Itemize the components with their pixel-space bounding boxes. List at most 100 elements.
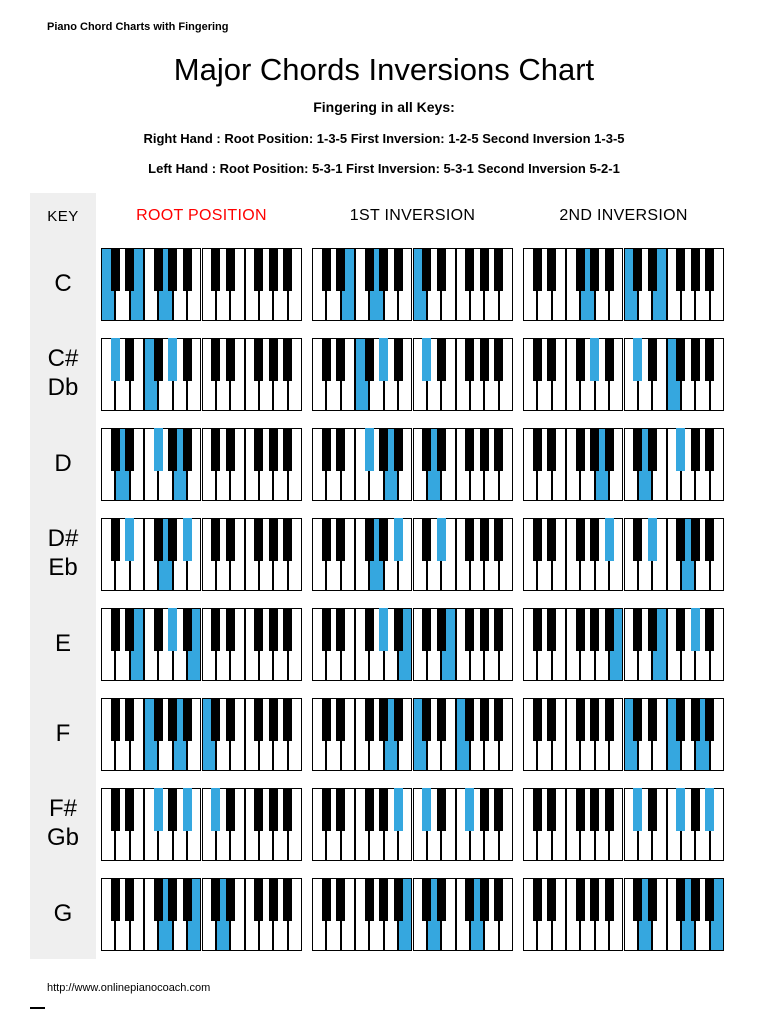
- black-key-ds4: [547, 877, 557, 922]
- black-key-ds5: [647, 607, 657, 652]
- black-key-cs5: [633, 877, 643, 922]
- keyboard-diagram: [101, 517, 302, 591]
- keyboard-diagram: [312, 787, 513, 861]
- key-label: C# Db: [47, 345, 79, 401]
- black-key-as4: [182, 247, 192, 292]
- key-label: F: [55, 719, 71, 747]
- black-key-cs4: [532, 427, 542, 472]
- black-key-cs4: [321, 247, 331, 292]
- keyboard-diagram: [523, 517, 724, 591]
- chord-cell-1st-inversion: [307, 607, 518, 681]
- black-key-cs5: [211, 427, 221, 472]
- black-key-as4: [393, 517, 403, 562]
- black-key-fs5: [676, 337, 686, 382]
- black-key-gs4: [590, 787, 600, 832]
- black-key-fs4: [153, 877, 163, 922]
- chart-row-ds-eb: D# Eb: [30, 509, 730, 599]
- black-key-as4: [182, 877, 192, 922]
- black-key-as5: [705, 607, 715, 652]
- chart-rows: C C# Db D D# Eb E F F# Gb G: [30, 239, 730, 959]
- keyboard-diagram: [523, 607, 724, 681]
- black-key-gs4: [590, 337, 600, 382]
- black-key-cs4: [321, 607, 331, 652]
- black-key-ds5: [647, 337, 657, 382]
- black-key-fs4: [153, 247, 163, 292]
- black-key-ds4: [336, 787, 346, 832]
- black-key-as5: [705, 517, 715, 562]
- chart-row-d: D: [30, 419, 730, 509]
- chord-cell-2nd-inversion: [518, 697, 729, 771]
- chart-row-g: G: [30, 869, 730, 959]
- key-label: D# Eb: [47, 525, 79, 581]
- black-key-cs4: [110, 697, 120, 742]
- black-key-ds5: [436, 337, 446, 382]
- chord-cell-1st-inversion: [307, 787, 518, 861]
- black-key-ds4: [125, 787, 135, 832]
- key-column-background-band: [30, 193, 96, 959]
- black-key-gs5: [479, 517, 489, 562]
- black-key-cs4: [321, 787, 331, 832]
- black-key-cs5: [211, 247, 221, 292]
- right-hand-fingering-line: Right Hand : Root Position: 1-3-5 First …: [143, 131, 625, 146]
- black-key-fs5: [465, 787, 475, 832]
- keyboard-diagram: [523, 877, 724, 951]
- black-key-cs4: [321, 697, 331, 742]
- black-key-fs4: [575, 247, 585, 292]
- black-key-gs4: [379, 697, 389, 742]
- chord-chart: KEY ROOT POSITION 1ST INVERSION 2ND INVE…: [30, 193, 730, 959]
- black-key-gs4: [168, 787, 178, 832]
- black-key-as4: [182, 337, 192, 382]
- black-key-fs4: [364, 517, 374, 562]
- black-key-cs5: [633, 247, 643, 292]
- black-key-ds4: [547, 787, 557, 832]
- black-key-cs4: [532, 877, 542, 922]
- black-key-fs5: [676, 607, 686, 652]
- black-key-cs5: [211, 337, 221, 382]
- black-key-gs5: [268, 247, 278, 292]
- key-label: G: [53, 899, 73, 927]
- black-key-ds5: [225, 337, 235, 382]
- black-key-as4: [393, 337, 403, 382]
- black-key-ds4: [547, 517, 557, 562]
- black-key-fs4: [153, 337, 163, 382]
- black-key-gs5: [479, 337, 489, 382]
- black-key-fs4: [364, 877, 374, 922]
- chart-row-c: C: [30, 239, 730, 329]
- keyboard-diagram: [523, 337, 724, 411]
- black-key-as5: [705, 697, 715, 742]
- black-key-as4: [182, 787, 192, 832]
- black-key-fs4: [364, 247, 374, 292]
- black-key-cs5: [211, 697, 221, 742]
- black-key-fs5: [465, 877, 475, 922]
- black-key-gs5: [268, 697, 278, 742]
- black-key-cs4: [110, 607, 120, 652]
- black-key-as5: [283, 607, 293, 652]
- black-key-gs5: [690, 337, 700, 382]
- black-key-as5: [494, 517, 504, 562]
- black-key-gs5: [479, 247, 489, 292]
- footer-website-link[interactable]: http://www.onlinepianocoach.com: [47, 982, 211, 994]
- black-key-fs5: [254, 517, 264, 562]
- black-key-ds5: [225, 247, 235, 292]
- key-label: E: [54, 629, 71, 657]
- black-key-cs5: [422, 787, 432, 832]
- black-key-ds5: [436, 607, 446, 652]
- key-label: F# Gb: [46, 795, 79, 851]
- black-key-as4: [604, 877, 614, 922]
- black-key-ds5: [436, 877, 446, 922]
- black-key-as5: [283, 517, 293, 562]
- black-key-cs4: [110, 877, 120, 922]
- black-key-as5: [494, 607, 504, 652]
- keyboard-diagram: [101, 697, 302, 771]
- black-key-gs4: [590, 247, 600, 292]
- black-key-ds4: [125, 877, 135, 922]
- black-key-gs5: [690, 697, 700, 742]
- black-key-cs4: [321, 877, 331, 922]
- black-key-gs4: [168, 337, 178, 382]
- black-key-as5: [494, 787, 504, 832]
- black-key-as4: [604, 697, 614, 742]
- black-key-fs4: [153, 787, 163, 832]
- black-key-fs4: [575, 427, 585, 472]
- black-key-fs5: [254, 697, 264, 742]
- chord-cell-1st-inversion: [307, 517, 518, 591]
